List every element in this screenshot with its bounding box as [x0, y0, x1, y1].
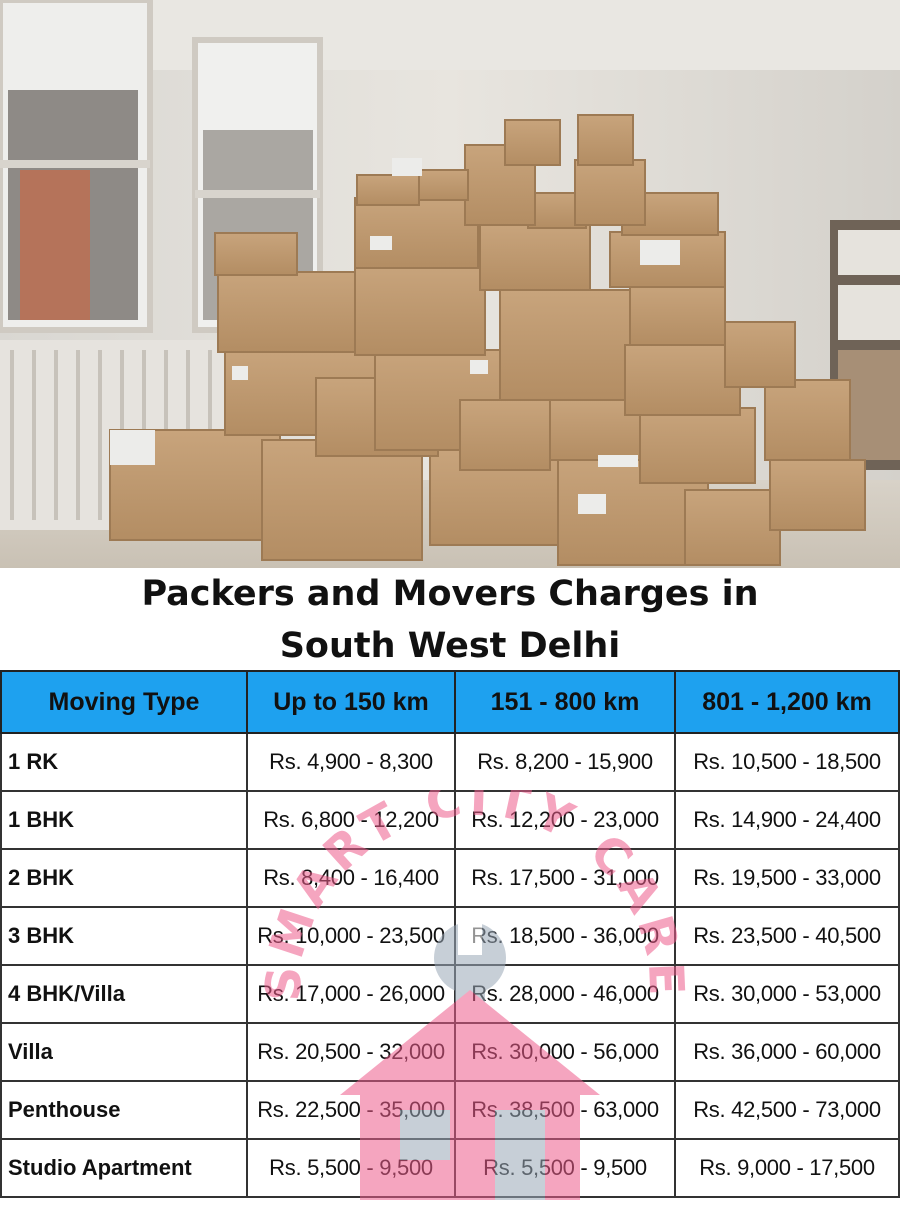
stacked-boxes-illustration — [0, 0, 900, 568]
cell-price: Rs. 9,000 - 17,500 — [674, 1138, 900, 1198]
cell-price: Rs. 10,000 - 23,500 — [246, 906, 456, 966]
cell-moving-type: Studio Apartment — [0, 1138, 248, 1198]
table-row: 4 BHK/Villa Rs. 17,000 - 26,000 Rs. 28,0… — [0, 964, 900, 1024]
page-title: Packers and Movers Charges in South West… — [0, 568, 900, 670]
table-row: Penthouse Rs. 22,500 - 35,000 Rs. 38,500… — [0, 1080, 900, 1140]
table-row: Villa Rs. 20,500 - 32,000 Rs. 30,000 - 5… — [0, 1022, 900, 1082]
cell-price: Rs. 5,500 - 9,500 — [246, 1138, 456, 1198]
cell-price: Rs. 17,500 - 31,000 — [454, 848, 676, 908]
cell-price: Rs. 36,000 - 60,000 — [674, 1022, 900, 1082]
cell-price: Rs. 30,000 - 53,000 — [674, 964, 900, 1024]
cell-price: Rs. 23,500 - 40,500 — [674, 906, 900, 966]
table-row: Studio Apartment Rs. 5,500 - 9,500 Rs. 5… — [0, 1138, 900, 1198]
header-801-1200-km: 801 - 1,200 km — [674, 670, 900, 734]
cell-price: Rs. 5,500 - 9,500 — [454, 1138, 676, 1198]
table-row: 2 BHK Rs. 8,400 - 16,400 Rs. 17,500 - 31… — [0, 848, 900, 908]
table-row: 1 BHK Rs. 6,800 - 12,200 Rs. 12,200 - 23… — [0, 790, 900, 850]
cell-price: Rs. 14,900 - 24,400 — [674, 790, 900, 850]
cell-moving-type: 2 BHK — [0, 848, 248, 908]
cell-price: Rs. 10,500 - 18,500 — [674, 732, 900, 792]
hero-photo-boxes — [0, 0, 900, 568]
cell-price: Rs. 22,500 - 35,000 — [246, 1080, 456, 1140]
table-row: 3 BHK Rs. 10,000 - 23,500 Rs. 18,500 - 3… — [0, 906, 900, 966]
cell-price: Rs. 6,800 - 12,200 — [246, 790, 456, 850]
title-line-1: Packers and Movers Charges in — [141, 574, 759, 614]
cell-moving-type: Villa — [0, 1022, 248, 1082]
cell-moving-type: Penthouse — [0, 1080, 248, 1140]
cell-price: Rs. 38,500 - 63,000 — [454, 1080, 676, 1140]
cell-price: Rs. 20,500 - 32,000 — [246, 1022, 456, 1082]
cell-price: Rs. 19,500 - 33,000 — [674, 848, 900, 908]
cell-price: Rs. 12,200 - 23,000 — [454, 790, 676, 850]
cell-moving-type: 1 BHK — [0, 790, 248, 850]
cell-price: Rs. 4,900 - 8,300 — [246, 732, 456, 792]
cell-price: Rs. 30,000 - 56,000 — [454, 1022, 676, 1082]
header-moving-type: Moving Type — [0, 670, 248, 734]
cell-price: Rs. 8,200 - 15,900 — [454, 732, 676, 792]
table-header-row: Moving Type Up to 150 km 151 - 800 km 80… — [0, 670, 900, 734]
cell-moving-type: 3 BHK — [0, 906, 248, 966]
cell-price: Rs. 28,000 - 46,000 — [454, 964, 676, 1024]
cell-price: Rs. 8,400 - 16,400 — [246, 848, 456, 908]
cell-moving-type: 1 RK — [0, 732, 248, 792]
title-line-2: South West Delhi — [279, 626, 621, 666]
header-up-to-150-km: Up to 150 km — [246, 670, 456, 734]
cell-moving-type: 4 BHK/Villa — [0, 964, 248, 1024]
table-row: 1 RK Rs. 4,900 - 8,300 Rs. 8,200 - 15,90… — [0, 732, 900, 792]
cell-price: Rs. 18,500 - 36,000 — [454, 906, 676, 966]
cell-price: Rs. 17,000 - 26,000 — [246, 964, 456, 1024]
header-151-800-km: 151 - 800 km — [454, 670, 676, 734]
cell-price: Rs. 42,500 - 73,000 — [674, 1080, 900, 1140]
charges-table: Moving Type Up to 150 km 151 - 800 km 80… — [0, 670, 900, 1198]
